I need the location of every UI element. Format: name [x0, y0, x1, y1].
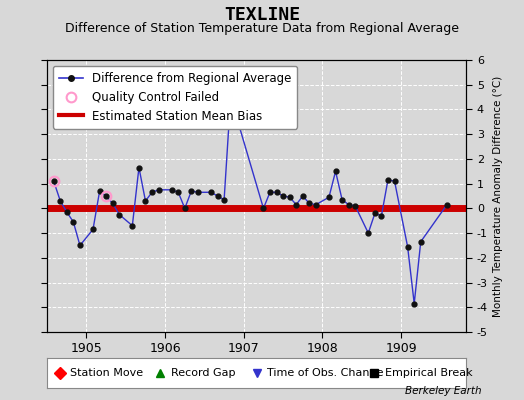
Text: Empirical Break: Empirical Break — [385, 368, 472, 378]
Y-axis label: Monthly Temperature Anomaly Difference (°C): Monthly Temperature Anomaly Difference (… — [494, 75, 504, 317]
Text: Berkeley Earth: Berkeley Earth — [406, 386, 482, 396]
Legend: Difference from Regional Average, Quality Control Failed, Estimated Station Mean: Difference from Regional Average, Qualit… — [53, 66, 297, 128]
Text: Difference of Station Temperature Data from Regional Average: Difference of Station Temperature Data f… — [65, 22, 459, 35]
Text: Record Gap: Record Gap — [171, 368, 235, 378]
Text: Station Move: Station Move — [70, 368, 144, 378]
Text: TEXLINE: TEXLINE — [224, 6, 300, 24]
Text: Time of Obs. Change: Time of Obs. Change — [267, 368, 384, 378]
